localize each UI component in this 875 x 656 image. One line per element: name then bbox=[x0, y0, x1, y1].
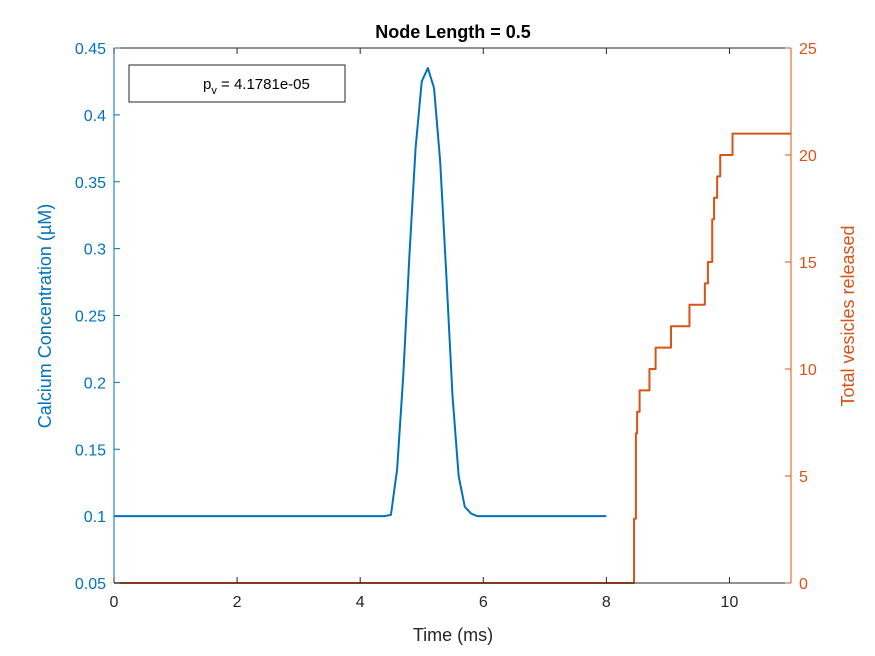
series-layer bbox=[114, 67, 791, 584]
x-tick-label: 4 bbox=[356, 594, 365, 611]
left-tick-label: 0.15 bbox=[75, 442, 106, 459]
x-axis-label: Time (ms) bbox=[413, 625, 493, 645]
right-tick-label: 25 bbox=[799, 41, 817, 58]
series-line-vesicles bbox=[114, 132, 791, 584]
left-tick-label: 0.25 bbox=[75, 309, 106, 326]
right-tick-label: 0 bbox=[799, 576, 808, 593]
legend: pv = 4.1781e-05 bbox=[128, 64, 346, 103]
legend-label-sub: v bbox=[211, 85, 217, 97]
x-tick-label: 10 bbox=[721, 594, 739, 611]
chart-title: Node Length = 0.5 bbox=[375, 22, 531, 42]
right-tick-label: 10 bbox=[799, 362, 817, 379]
series-line-calcium bbox=[114, 67, 607, 518]
left-tick-label: 0.45 bbox=[75, 41, 106, 58]
left-tick-label: 0.2 bbox=[84, 375, 106, 392]
legend-entry: pv = 4.1781e-05 bbox=[203, 76, 310, 97]
right-tick-label: 15 bbox=[799, 255, 817, 272]
left-axis-label: Calcium Concentration (µM) bbox=[35, 204, 55, 428]
left-tick-label: 0.4 bbox=[84, 108, 106, 125]
left-tick-label: 0.3 bbox=[84, 242, 106, 259]
x-tick-label: 2 bbox=[233, 594, 242, 611]
right-tick-label: 20 bbox=[799, 148, 817, 165]
x-tick-label: 0 bbox=[110, 594, 119, 611]
legend-box bbox=[128, 64, 346, 103]
legend-label-main: p bbox=[203, 76, 211, 93]
right-tick-label: 5 bbox=[799, 469, 808, 486]
right-axis-label: Total vesicles released bbox=[838, 225, 858, 406]
x-tick-label: 6 bbox=[479, 594, 488, 611]
x-tick-label: 8 bbox=[602, 594, 611, 611]
legend-label-value: = 4.1781e-05 bbox=[217, 76, 310, 93]
left-tick-label: 0.35 bbox=[75, 175, 106, 192]
left-tick-label: 0.05 bbox=[75, 576, 106, 593]
ticks-layer: 0 2 4 6 8 10 0.05 0.1 0.15 0.2 0.25 0.3 0.35 0.4 0.45 0… bbox=[75, 41, 817, 611]
left-tick-label: 0.1 bbox=[84, 509, 106, 526]
